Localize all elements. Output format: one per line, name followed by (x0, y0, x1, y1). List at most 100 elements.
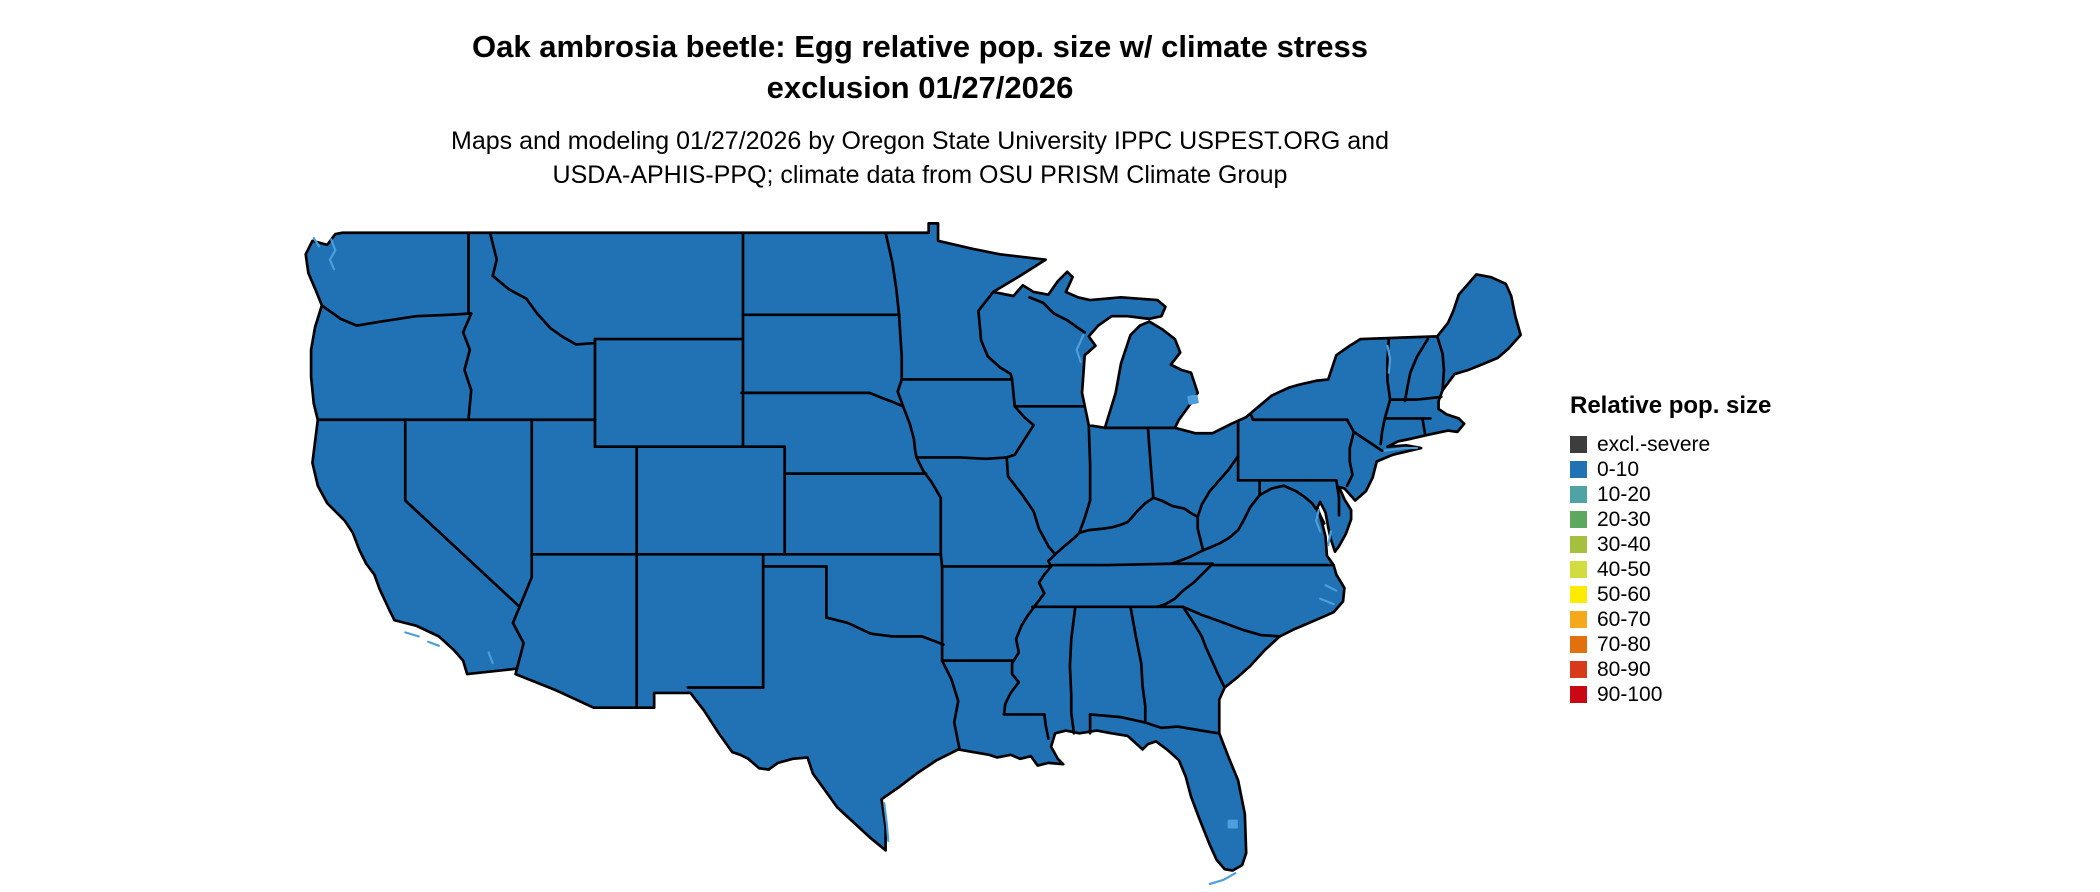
water-feature (1075, 333, 1085, 364)
legend-item: 60-70 (1570, 607, 1830, 632)
legend-swatch (1570, 511, 1587, 528)
state-border-line (488, 231, 597, 346)
map-subtitle-line1: Maps and modeling 01/27/2026 by Oregon S… (451, 127, 1389, 155)
legend-swatch (1570, 661, 1587, 678)
state-border-line (1143, 721, 1221, 735)
state-border-line (901, 404, 944, 662)
water-feature (1319, 597, 1335, 606)
legend-swatch (1570, 561, 1587, 578)
water-feature (1383, 446, 1419, 452)
legend-swatch (1570, 436, 1587, 453)
state-border-line (977, 290, 1057, 556)
water-feature (1386, 344, 1392, 374)
legend-item: 70-80 (1570, 632, 1830, 657)
state-border-line (1028, 296, 1087, 334)
state-border-line (1388, 395, 1443, 401)
legend-item: 0-10 (1570, 457, 1830, 482)
water-feature (1324, 584, 1338, 592)
state-border-line (1201, 493, 1261, 552)
state-border-line (740, 391, 905, 408)
map-subtitle: Maps and modeling 01/27/2026 by Oregon S… (0, 124, 1840, 192)
legend-swatch (1570, 486, 1587, 503)
legend-item: 50-60 (1570, 582, 1830, 607)
state-border-line (1403, 337, 1430, 403)
legend-item-label: 60-70 (1597, 607, 1651, 631)
legend-item-label: excl.-severe (1597, 432, 1711, 456)
state-border-line (1250, 414, 1349, 422)
water-feature (487, 651, 494, 665)
water-feature (427, 640, 440, 647)
water-features (312, 237, 1419, 886)
map-title: Oak ambrosia beetle: Egg relative pop. s… (0, 26, 1840, 108)
legend-items: excl.-severe 0-10 10-20 20-30 30-40 40-50 50-6… (1570, 432, 1830, 707)
state-border-line (1129, 605, 1147, 724)
legend-swatch (1570, 611, 1587, 628)
state-border-line (1421, 417, 1427, 436)
water-feature (328, 238, 337, 271)
legend-item-label: 90-100 (1597, 682, 1663, 706)
us-map (304, 222, 1522, 886)
legend-item-label: 80-90 (1597, 657, 1651, 681)
legend-item-label: 0-10 (1597, 457, 1640, 481)
water-feature (312, 237, 321, 248)
legend-item-label: 50-60 (1597, 582, 1651, 606)
legend-item-label: 70-80 (1597, 632, 1651, 656)
legend-swatch (1570, 686, 1587, 703)
state-border-line (1334, 478, 1341, 517)
legend-item: excl.-severe (1570, 432, 1830, 457)
water-feature (1315, 508, 1322, 533)
conus-landmass (304, 222, 1522, 872)
map-subtitle-line2: USDA-APHIS-PPQ; climate data from OSU PR… (552, 161, 1288, 189)
state-border-line (1043, 713, 1050, 740)
state-border-line (1146, 426, 1155, 500)
legend-swatch (1570, 636, 1587, 653)
state-border-line (940, 659, 961, 751)
map-title-line2: exclusion 01/27/2026 (766, 70, 1074, 105)
state-border-line (1068, 605, 1077, 735)
state-border-line (1352, 430, 1384, 453)
state-border-line (1088, 713, 1147, 724)
state-border-line (1002, 552, 1057, 716)
legend: Relative pop. size excl.-severe 0-10 10-20… (1570, 392, 1830, 707)
legend-item-label: 10-20 (1597, 482, 1651, 506)
state-border-line (1345, 418, 1356, 488)
water-feature (1327, 530, 1333, 546)
legend-item: 80-90 (1570, 657, 1830, 682)
water-feature (1208, 872, 1237, 886)
legend-item: 30-40 (1570, 532, 1830, 557)
state-borders (316, 231, 1446, 751)
legend-item-label: 20-30 (1597, 507, 1651, 531)
water-feature (883, 802, 890, 842)
legend-item-label: 30-40 (1597, 532, 1651, 556)
state-border-line (825, 616, 945, 646)
legend-item: 10-20 (1570, 482, 1830, 507)
map-title-line1: Oak ambrosia beetle: Egg relative pop. s… (472, 29, 1368, 64)
legend-swatch (1570, 536, 1587, 553)
water-feature (404, 631, 420, 638)
state-border-line (1049, 562, 1173, 567)
state-border-line (1181, 605, 1226, 689)
state-border-line (320, 304, 473, 327)
state-border-line (1435, 335, 1446, 392)
state-border-line (1196, 515, 1205, 552)
water-feature (1187, 394, 1199, 405)
state-border-line (1077, 423, 1092, 535)
legend-title: Relative pop. size (1570, 392, 1772, 419)
state-border-line (403, 418, 526, 671)
state-border-line (1156, 562, 1214, 609)
state-border-line (461, 312, 473, 422)
legend-item: 90-100 (1570, 682, 1830, 707)
state-border-line (1181, 605, 1282, 638)
legend-swatch (1570, 586, 1587, 603)
state-border-line (915, 456, 1009, 461)
state-border-line (518, 418, 534, 609)
state-border-line (896, 378, 905, 408)
legend-item: 20-30 (1570, 507, 1830, 532)
state-border-line (1053, 454, 1240, 556)
legend-item: 40-50 (1570, 557, 1830, 582)
state-border-line (884, 231, 904, 381)
water-feature (1227, 819, 1238, 829)
legend-swatch (1570, 461, 1587, 478)
legend-item-label: 40-50 (1597, 557, 1651, 581)
